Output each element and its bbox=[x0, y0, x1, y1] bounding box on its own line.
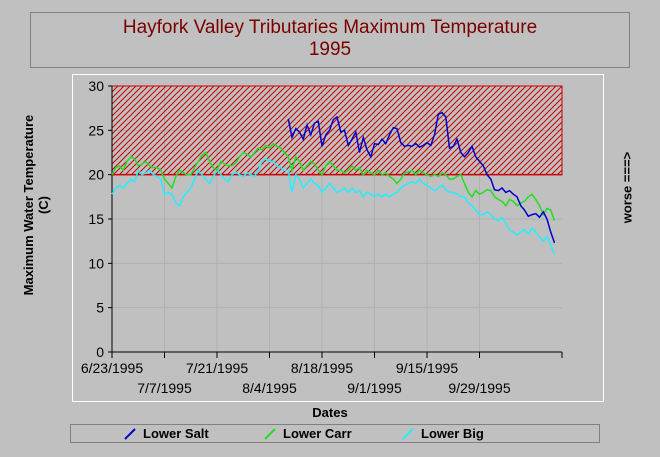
x-tick-label: 8/4/1995 bbox=[242, 380, 297, 396]
x-axis-label: Dates bbox=[312, 405, 348, 420]
x-tick-label: 6/23/1995 bbox=[81, 360, 143, 376]
x-tick-label: 8/18/1995 bbox=[291, 360, 353, 376]
threshold-band bbox=[111, 85, 563, 176]
series-line-lower-salt bbox=[287, 111, 556, 244]
chart-title-line2: 1995 bbox=[308, 39, 352, 60]
series-line-lower-big bbox=[111, 157, 556, 255]
legend-swatch-lower-salt bbox=[124, 428, 136, 440]
y-tick-label: 30 bbox=[88, 78, 104, 94]
x-tick-label: 7/7/1995 bbox=[137, 380, 192, 396]
y-tick-label: 10 bbox=[88, 255, 104, 271]
y-tick-label: 0 bbox=[96, 344, 104, 360]
y-tick-label: 15 bbox=[88, 211, 104, 227]
y-tick-label: 25 bbox=[88, 122, 104, 138]
series-line-lower-carr bbox=[111, 142, 556, 222]
legend-swatch-lower-carr bbox=[264, 428, 276, 440]
legend-swatch-lower-big bbox=[402, 428, 414, 440]
chart-title: Hayfork Valley Tributaries Maximum Tempe… bbox=[31, 17, 629, 61]
y-tick-label: 5 bbox=[96, 300, 104, 316]
chart-title-line1: Hayfork Valley Tributaries Maximum Tempe… bbox=[122, 17, 538, 38]
title-box: Hayfork Valley Tributaries Maximum Tempe… bbox=[30, 12, 630, 68]
y-tick-label: 20 bbox=[88, 167, 104, 183]
x-tick-label: 9/15/1995 bbox=[396, 360, 458, 376]
x-tick-label: 7/21/1995 bbox=[186, 360, 248, 376]
legend: Lower Salt Lower Carr Lower Big bbox=[70, 424, 600, 443]
x-tick-label: 9/1/1995 bbox=[347, 380, 402, 396]
x-tick-label: 9/29/1995 bbox=[448, 380, 510, 396]
